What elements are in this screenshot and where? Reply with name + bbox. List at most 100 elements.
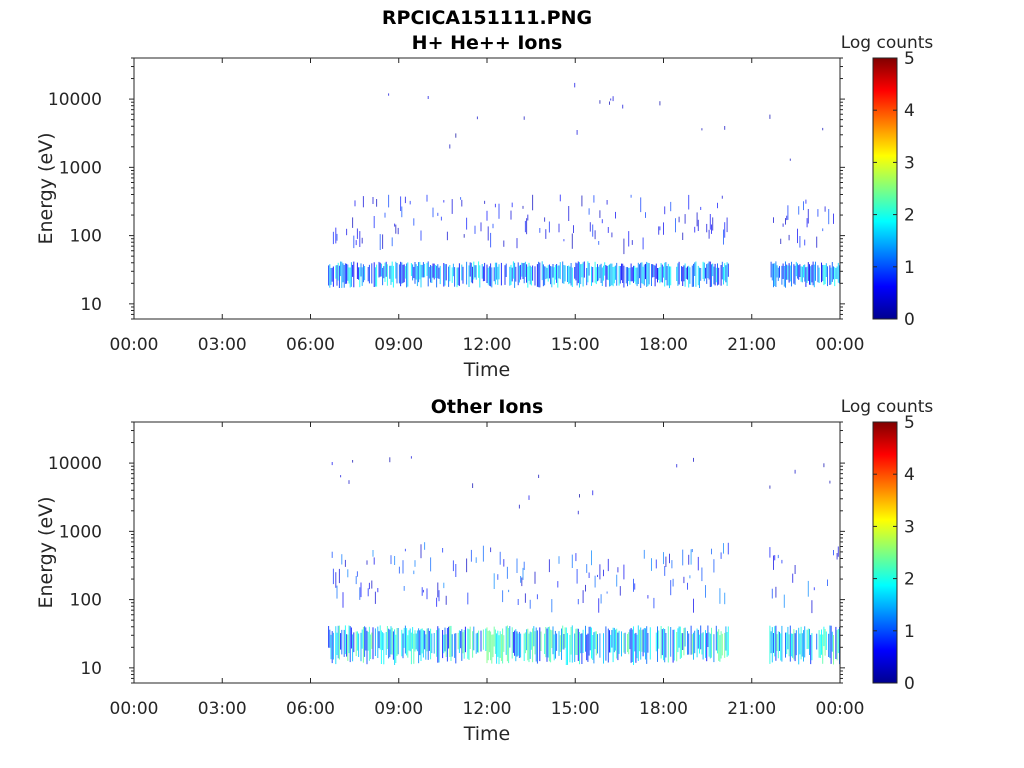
data-streak [427,261,429,287]
data-streak [672,578,674,587]
data-streak [360,582,362,598]
data-streak [510,264,512,285]
data-streak [424,263,426,278]
data-streak [594,230,596,240]
colorbar-tick-label: 5 [904,413,915,433]
data-streak [430,265,432,283]
data-streak [828,209,830,225]
data-streak [798,265,800,280]
data-streak [425,634,427,660]
data-streak [443,582,445,589]
data-streak [600,594,602,604]
data-streak [359,587,361,600]
data-streak [491,267,493,288]
data-streak [642,237,644,250]
data-streak [589,222,591,232]
data-streak [518,631,520,658]
data-streak [558,223,560,233]
data-streak [829,480,831,484]
data-streak [577,628,579,661]
data-streak [487,226,489,241]
data-streak [628,231,630,247]
data-streak [809,264,810,285]
data-streak [786,632,788,655]
data-streak [627,267,628,287]
data-streak [715,267,717,283]
data-streak [783,594,785,608]
data-streak [643,264,645,286]
data-streak [450,625,452,661]
data-streak [442,630,444,659]
colorbar-tick-label: 0 [904,674,915,694]
data-streak [694,262,696,276]
data-streak [568,265,570,285]
data-streak [798,627,800,665]
data-streak [492,634,494,658]
data-streak [446,628,448,662]
data-streak [697,556,699,571]
data-streak [717,202,718,209]
data-streak [360,632,362,662]
data-streak [502,590,504,603]
data-streak [418,262,420,283]
data-streak [347,634,349,661]
x-tick-label: 06:00 [286,335,335,355]
data-streak [613,266,615,284]
data-streak [422,262,424,278]
data-streak [396,263,398,284]
data-streak [785,218,786,225]
data-streak [705,585,706,598]
data-streak [379,234,381,250]
data-streak [676,632,678,662]
data-streak [588,208,590,215]
data-streak [655,632,657,652]
data-streak [424,630,426,650]
data-streak [791,261,792,287]
data-streak [601,267,603,286]
data-streak [517,599,519,605]
data-streak [725,626,727,651]
data-streak [788,634,790,657]
data-streak [353,632,355,653]
data-streak [724,592,726,605]
data-streak [713,559,715,573]
data-streak [505,626,507,655]
data-streak [689,575,691,579]
data-streak [404,548,406,552]
data-streak [523,633,525,661]
data-streak [665,556,667,567]
data-streak [669,266,670,289]
data-streak [831,631,833,652]
data-streak [491,634,493,664]
data-streak [356,262,358,279]
data-streak [563,634,565,650]
data-streak [550,266,552,285]
data-streak [536,264,538,287]
data-streak [368,582,370,590]
data-streak [833,550,834,556]
data-streak [551,599,553,613]
data-streak [791,633,792,657]
data-streak [720,265,722,286]
data-streak [770,261,772,278]
data-streak [552,626,554,655]
data-streak [355,576,357,585]
data-streak [437,626,439,663]
data-streak [655,559,657,569]
data-streak [835,268,837,279]
data-streak [822,127,824,131]
chart-title: RPCICA151111.PNG [382,7,592,29]
data-streak [518,265,520,283]
data-streak [769,625,771,664]
data-streak [599,100,601,104]
data-streak [569,634,571,663]
data-streak [364,266,366,281]
spectrogram-data [328,82,840,289]
data-streak [508,628,510,664]
data-streak [789,158,791,161]
colorbar-scale [872,57,898,320]
data-streak [702,261,704,279]
data-streak [634,633,636,652]
data-streak [554,630,556,659]
data-streak [694,226,696,233]
